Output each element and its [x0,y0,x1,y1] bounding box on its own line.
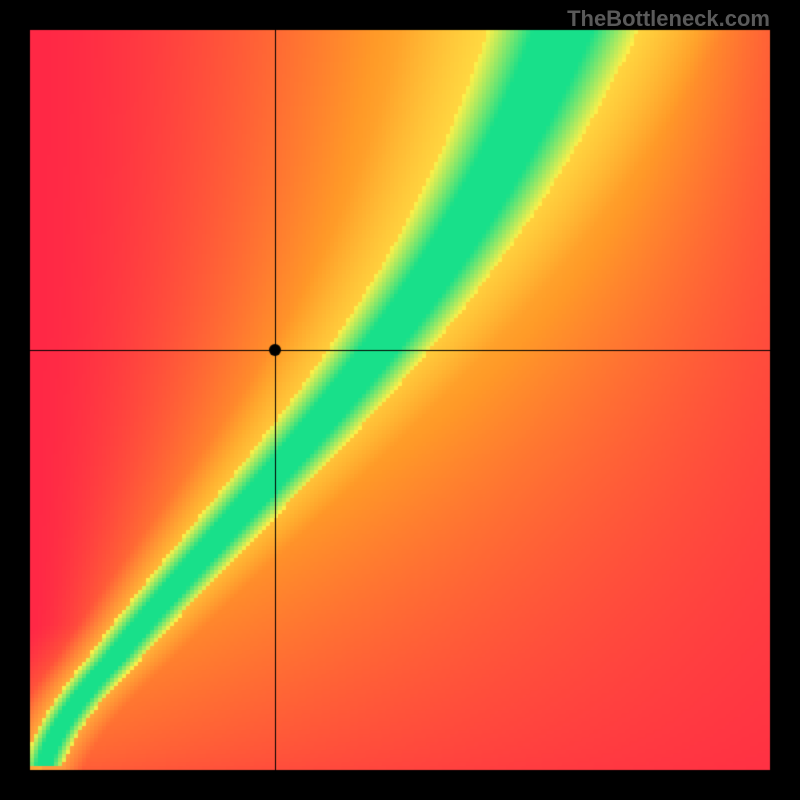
watermark-text: TheBottleneck.com [567,6,770,32]
heatmap-canvas [0,0,800,800]
